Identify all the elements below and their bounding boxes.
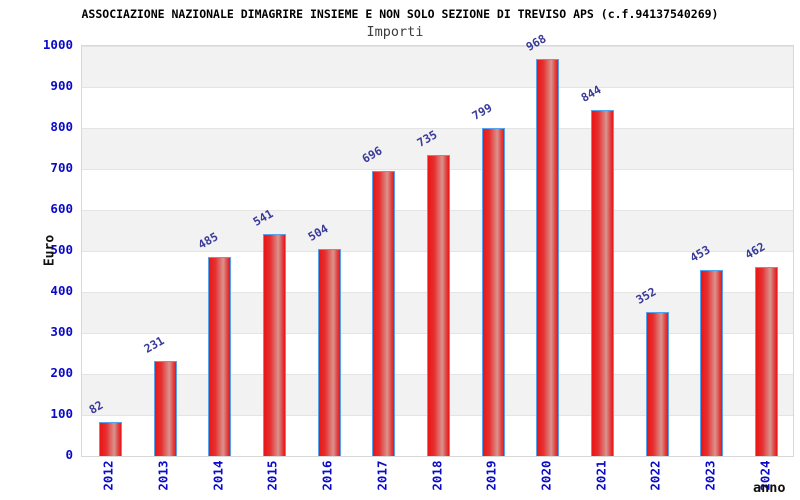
bar — [208, 257, 231, 456]
bar — [154, 361, 177, 456]
bar — [536, 59, 559, 456]
y-tick-label: 100 — [50, 406, 73, 421]
plot-area — [81, 45, 794, 457]
bar — [372, 171, 395, 456]
y-axis-title: Euro — [42, 234, 58, 267]
bar — [591, 110, 614, 456]
x-tick-label: 2022 — [647, 460, 663, 491]
bar — [99, 422, 122, 456]
chart-subtitle: Importi — [366, 24, 424, 40]
y-tick-label: 400 — [50, 283, 73, 298]
y-tick-label: 900 — [50, 78, 73, 93]
y-tick-label: 1000 — [42, 37, 73, 52]
y-tick-label: 800 — [50, 119, 73, 134]
bar — [755, 267, 778, 456]
y-tick-label: 500 — [50, 242, 73, 257]
y-tick-label: 700 — [50, 160, 73, 175]
chart-title: ASSOCIAZIONE NAZIONALE DIMAGRIRE INSIEME… — [81, 7, 719, 21]
x-tick-label: 2017 — [374, 460, 390, 491]
x-tick-label: 2014 — [210, 460, 226, 491]
bar — [482, 128, 505, 456]
y-tick-label: 300 — [50, 324, 73, 339]
x-tick-label: 2018 — [429, 460, 444, 491]
y-tick-label: 0 — [65, 447, 73, 462]
x-tick-label: 2020 — [538, 460, 554, 491]
x-tick-label: 2015 — [264, 460, 280, 491]
x-tick-label: 2016 — [319, 460, 335, 491]
x-axis-title: anno — [753, 480, 786, 496]
x-tick-label: 2021 — [593, 460, 609, 491]
bar — [263, 234, 286, 456]
bar — [700, 270, 723, 456]
y-tick-label: 600 — [50, 201, 73, 216]
y-tick-label: 200 — [50, 365, 73, 380]
x-tick-label: 2023 — [702, 460, 718, 491]
x-tick-label: 2019 — [483, 460, 499, 491]
x-tick-label: 2012 — [100, 460, 116, 491]
x-tick-label: 2013 — [155, 460, 171, 491]
bar — [427, 155, 450, 456]
bar — [318, 249, 341, 456]
bar — [646, 312, 669, 456]
